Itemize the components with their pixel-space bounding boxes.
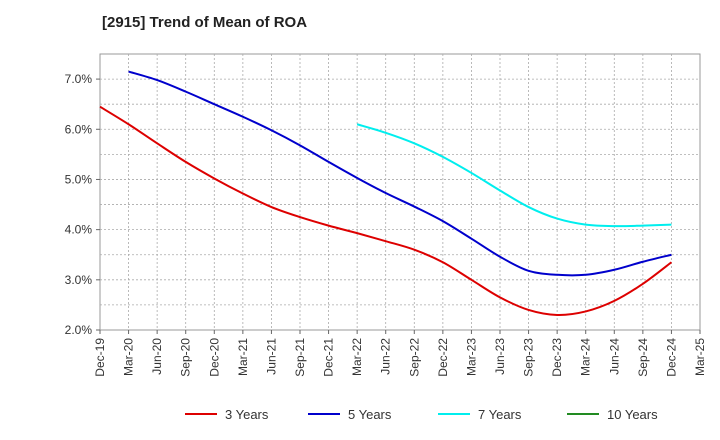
series-line-3-years [99,105,673,316]
x-tick-label: Mar-21 [236,338,250,376]
x-tick-label: Sep-24 [636,338,650,377]
plot-area [99,53,701,331]
series-line-5-years [128,70,672,277]
y-tick-label: 4.0% [65,223,93,237]
x-tick-label: Jun-24 [607,338,621,375]
x-tick-label: Dec-21 [322,338,336,377]
x-tick-label: Dec-20 [207,338,221,377]
x-tick-label: Dec-19 [93,338,107,377]
x-tick-label: Mar-22 [350,338,364,376]
x-tick-label: Sep-20 [179,338,193,377]
x-tick-label: Dec-24 [664,338,678,377]
chart-title: [2915] Trend of Mean of ROA [102,14,308,31]
x-tick-label: Jun-23 [493,338,507,375]
x-tick-label: Jun-22 [379,338,393,375]
legend-label: 10 Years [607,407,658,422]
series-line-7-years [356,123,672,228]
x-tick-label: Mar-24 [579,338,593,376]
y-tick-label: 7.0% [65,72,93,86]
y-tick-label: 6.0% [65,122,93,136]
legend-label: 3 Years [225,407,269,422]
x-tick-label: Mar-20 [122,338,136,376]
x-tick-label: Sep-23 [522,338,536,377]
x-tick-label: Mar-23 [464,338,478,376]
x-tick-label: Mar-25 [693,338,707,376]
x-tick-label: Sep-21 [293,338,307,377]
y-tick-label: 2.0% [65,323,93,337]
legend-label: 7 Years [478,407,522,422]
legend-label: 5 Years [348,407,392,422]
x-tick-label: Jun-20 [150,338,164,375]
x-tick-label: Sep-22 [407,338,421,377]
y-tick-label: 3.0% [65,273,93,287]
y-tick-label: 5.0% [65,172,93,186]
x-tick-label: Dec-22 [436,338,450,377]
x-tick-label: Dec-23 [550,338,564,377]
x-tick-label: Jun-21 [264,338,278,375]
